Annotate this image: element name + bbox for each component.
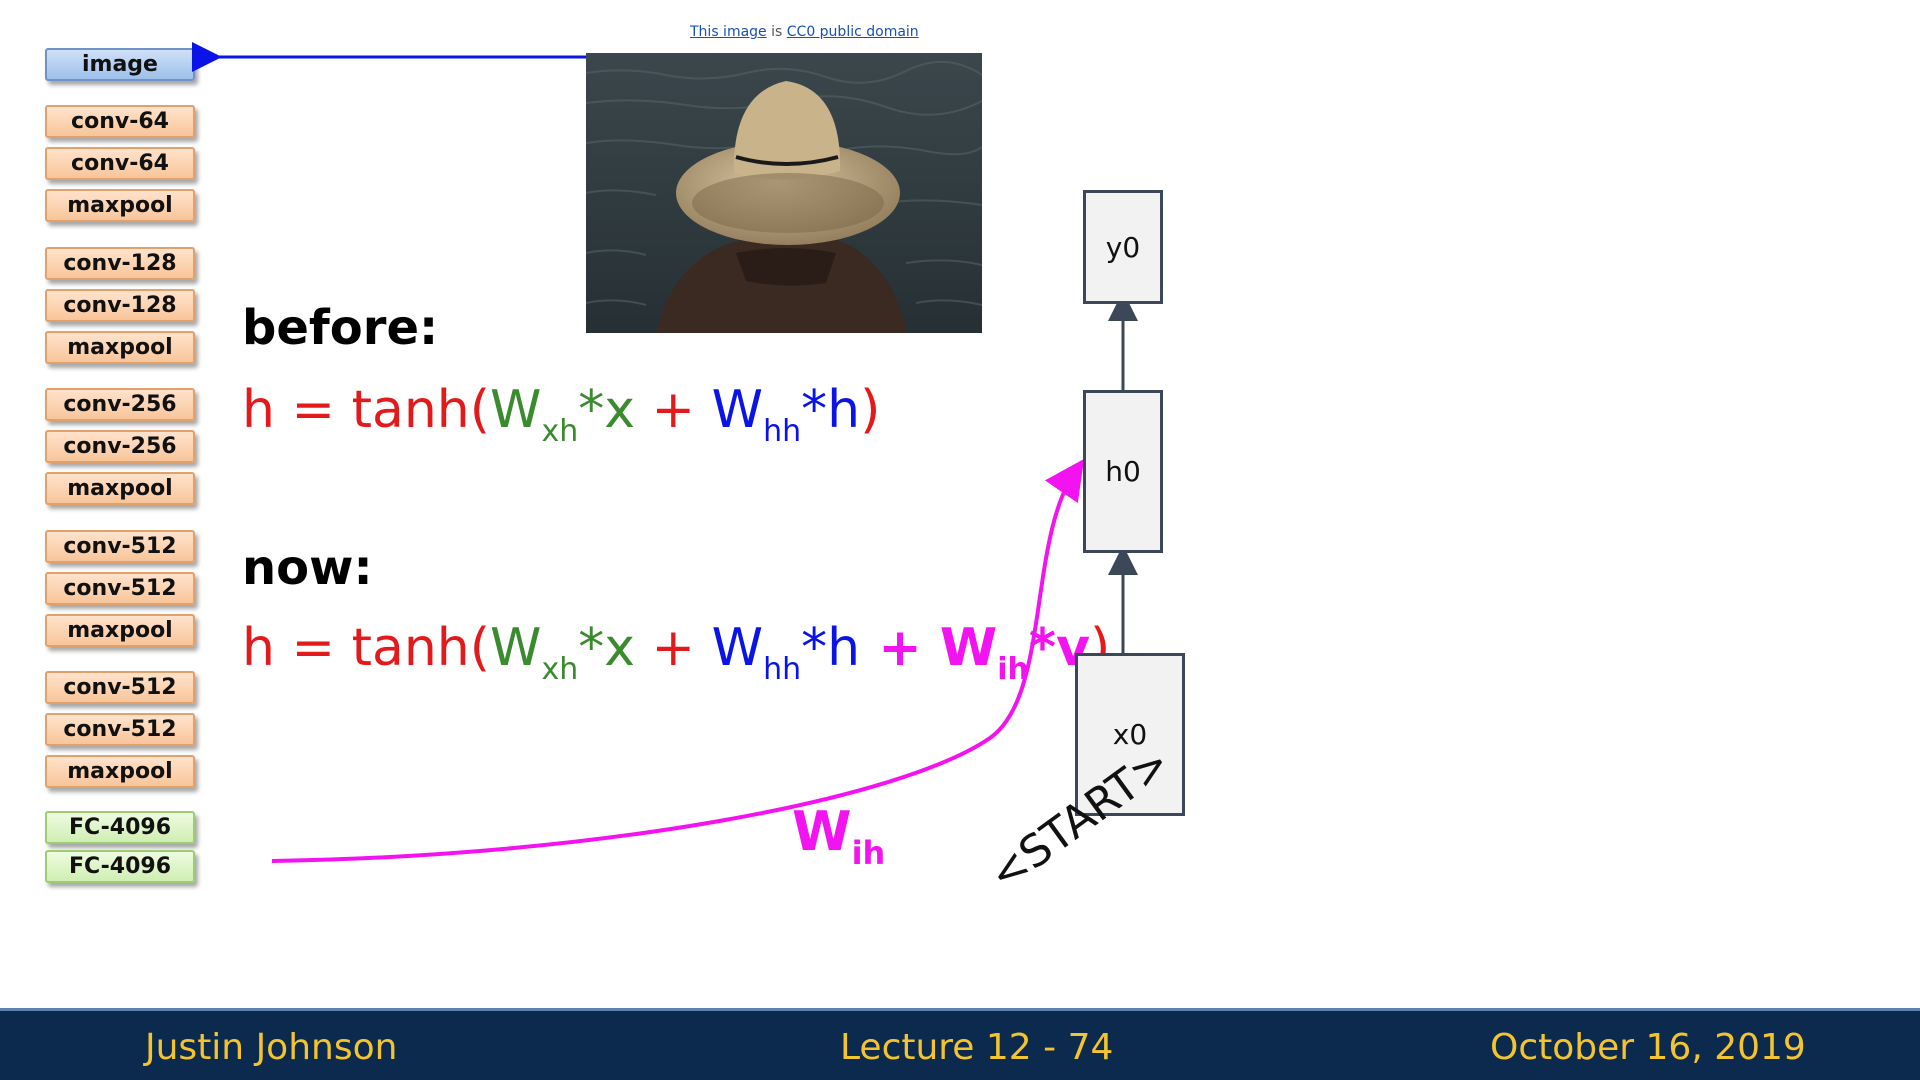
vgg-layer-maxpool-1: maxpool	[45, 189, 195, 222]
vgg-layer-maxpool-2: maxpool	[45, 331, 195, 364]
vgg-layer-conv512-d: conv-512	[45, 713, 195, 746]
node-h0: h0	[1083, 390, 1163, 553]
eq-now-wih: Wih*v	[939, 618, 1090, 687]
eq-before-plus: +	[635, 380, 712, 440]
eq-before-wxh: Wxh*x	[490, 380, 636, 449]
eq-before-whh: Whh*h	[711, 380, 861, 449]
vgg-layer-conv256-b: conv-256	[45, 430, 195, 463]
before-equation: h = tanh(Wxh*x + Whh*h)	[242, 380, 881, 449]
vgg-layer-maxpool-5: maxpool	[45, 755, 195, 788]
credit-link-image[interactable]: This image	[690, 24, 767, 40]
vgg-layer-image: image	[45, 48, 195, 81]
photo-illustration	[586, 53, 982, 333]
vgg-layer-conv256-a: conv-256	[45, 388, 195, 421]
now-heading: now:	[242, 540, 373, 596]
wih-curve-arrow	[271, 458, 1085, 863]
image-credit: This image is CC0 public domain	[690, 24, 919, 40]
eq-now-plus2: +	[860, 618, 940, 678]
vgg-layer-conv512-b: conv-512	[45, 572, 195, 605]
before-heading: before:	[242, 300, 439, 356]
vgg-layer-conv64-b: conv-64	[45, 147, 195, 180]
footer-bar: Justin Johnson Lecture 12 - 74 October 1…	[0, 1008, 1920, 1080]
node-y0: y0	[1083, 190, 1163, 304]
now-equation: h = tanh(Wxh*x + Whh*h + Wih*v)	[242, 618, 1110, 687]
vgg-layer-maxpool-3: maxpool	[45, 472, 195, 505]
eq-now-wxh: Wxh*x	[490, 618, 636, 687]
vgg-layer-conv64-a: conv-64	[45, 105, 195, 138]
vgg-layer-conv512-a: conv-512	[45, 530, 195, 563]
eq-now-plus1: +	[635, 618, 712, 678]
node-x0: x0	[1075, 653, 1185, 816]
vgg-layer-conv128-a: conv-128	[45, 247, 195, 280]
eq-before-h: h = tanh(	[242, 380, 491, 440]
eq-before-close: )	[860, 380, 881, 440]
wih-label: Wih	[792, 800, 886, 872]
eq-now-whh: Whh*h	[711, 618, 861, 687]
footer-author: Justin Johnson	[145, 1027, 398, 1068]
credit-link-license[interactable]: CC0 public domain	[786, 24, 919, 40]
footer-date: October 16, 2019	[1490, 1027, 1806, 1068]
input-photo	[586, 53, 982, 333]
vgg-layer-maxpool-4: maxpool	[45, 614, 195, 647]
eq-now-h: h = tanh(	[242, 618, 491, 678]
vgg-layer-conv128-b: conv-128	[45, 289, 195, 322]
credit-connector: is	[766, 24, 787, 40]
vgg-layer-conv512-c: conv-512	[45, 671, 195, 704]
footer-lecture: Lecture 12 - 74	[840, 1027, 1114, 1068]
vgg-layer-fc4096-a: FC-4096	[45, 811, 195, 844]
vgg-layer-fc4096-b: FC-4096	[45, 850, 195, 883]
